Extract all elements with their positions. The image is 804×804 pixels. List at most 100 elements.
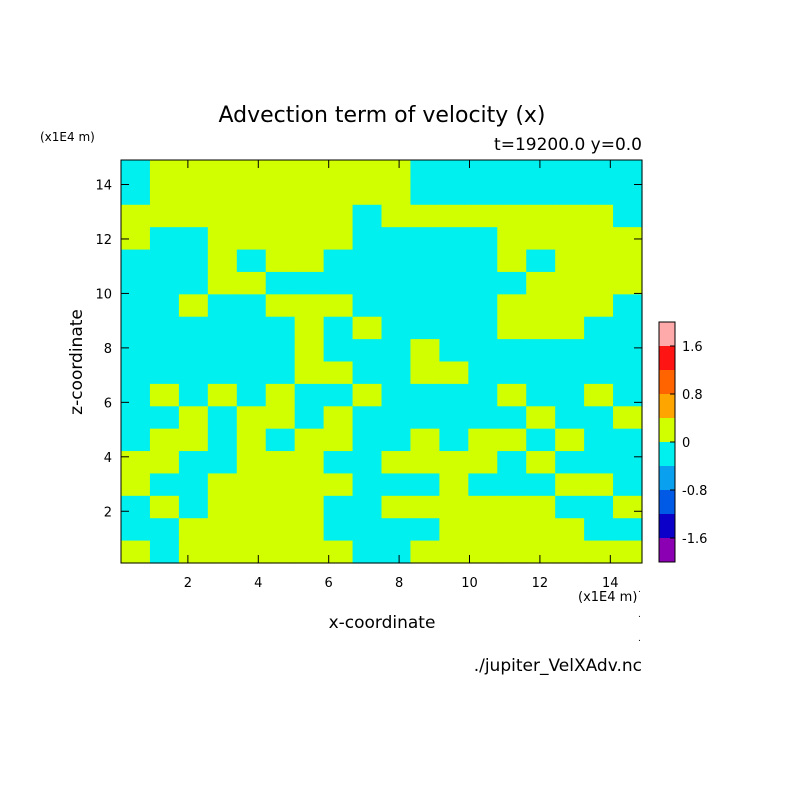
heatmap-cell xyxy=(497,451,527,475)
heatmap-cell xyxy=(410,406,440,430)
heatmap-cell xyxy=(121,406,151,430)
colorbar-segment xyxy=(659,370,675,394)
heatmap-cell xyxy=(468,540,498,564)
heatmap-cell xyxy=(207,451,238,475)
colorbar-tick-label: 0.8 xyxy=(682,388,703,403)
heatmap-cell xyxy=(584,383,614,407)
heatmap-cell xyxy=(555,316,585,340)
heatmap-cell xyxy=(323,361,354,385)
heatmap-cell xyxy=(381,428,412,452)
heatmap-cell xyxy=(352,271,383,295)
y-tick-label: 6 xyxy=(104,396,112,411)
heatmap-cell xyxy=(352,451,383,475)
heatmap-cell xyxy=(149,339,180,363)
heatmap-cell xyxy=(236,339,267,363)
heatmap-cell xyxy=(381,495,412,519)
heatmap-cell xyxy=(439,495,469,519)
heatmap-cell xyxy=(294,406,325,430)
y-tick-label: 12 xyxy=(95,233,112,248)
heatmap-cell xyxy=(613,160,643,183)
heatmap-cell xyxy=(149,316,180,340)
heatmap-cell xyxy=(410,428,440,452)
heatmap-cell xyxy=(352,160,383,183)
heatmap-cell xyxy=(149,451,180,475)
heatmap-cell xyxy=(207,294,238,318)
heatmap-cell xyxy=(121,361,151,385)
heatmap-cell xyxy=(236,495,267,519)
heatmap-cell xyxy=(236,451,267,475)
heatmap-cell xyxy=(323,339,354,363)
heatmap-cell xyxy=(526,428,556,452)
heatmap-cell xyxy=(236,406,267,430)
heatmap-cell xyxy=(555,249,585,273)
heatmap-cell xyxy=(526,451,556,475)
heatmap-cell xyxy=(323,518,354,542)
heatmap-cell xyxy=(555,540,585,564)
heatmap-cell xyxy=(497,316,527,340)
heatmap-cell xyxy=(352,339,383,363)
heatmap-cell xyxy=(236,160,267,183)
heatmap-cell xyxy=(207,540,238,564)
heatmap-cell xyxy=(526,182,556,206)
heatmap-cell xyxy=(439,406,469,430)
heatmap-cell xyxy=(294,473,325,497)
heatmap-cell xyxy=(439,540,469,564)
heatmap-cell xyxy=(352,249,383,273)
heatmap-cell xyxy=(468,182,498,206)
colorbar-segment xyxy=(659,394,675,418)
heatmap-cell xyxy=(149,182,180,206)
colorbar-segment xyxy=(659,346,675,370)
heatmap-cell xyxy=(526,249,556,273)
heatmap-cell xyxy=(323,271,354,295)
heatmap-cell xyxy=(584,227,614,251)
heatmap-cell xyxy=(584,361,614,385)
heatmap-cell xyxy=(526,406,556,430)
heatmap-cell xyxy=(439,249,469,273)
heatmap-cell xyxy=(439,473,469,497)
heatmap-cell xyxy=(468,204,498,228)
heatmap-cell xyxy=(410,361,440,385)
heatmap-cell xyxy=(613,361,643,385)
heatmap-cell xyxy=(555,406,585,430)
heatmap-cell xyxy=(294,495,325,519)
chart-subtitle: t=19200.0 y=0.0 xyxy=(494,135,642,155)
heatmap-cell xyxy=(294,249,325,273)
heatmap-cell xyxy=(497,339,527,363)
heatmap-cell xyxy=(584,204,614,228)
heatmap-cell xyxy=(497,495,527,519)
heatmap-cell xyxy=(149,271,180,295)
heatmap-cell xyxy=(468,271,498,295)
heatmap-cell xyxy=(613,451,643,475)
heatmap-cell xyxy=(584,406,614,430)
heatmap-cell xyxy=(381,451,412,475)
heatmap-cell xyxy=(410,227,440,251)
heatmap-cell xyxy=(265,473,296,497)
x-tick-label: 6 xyxy=(325,576,333,591)
heatmap-cell xyxy=(555,294,585,318)
heatmap-cell xyxy=(352,361,383,385)
heatmap-cell xyxy=(526,294,556,318)
heatmap-cell xyxy=(468,160,498,183)
heatmap-cell xyxy=(497,294,527,318)
heatmap-cell xyxy=(555,204,585,228)
heatmap-cell xyxy=(381,540,412,564)
heatmap-cell xyxy=(584,473,614,497)
colorbar-segment xyxy=(659,418,675,442)
heatmap-cell xyxy=(236,271,267,295)
heatmap-cell xyxy=(178,495,209,519)
colorbar: -1.6 -0.8 0 0.8 1.6 xyxy=(658,321,707,563)
heatmap-cell xyxy=(468,383,498,407)
heatmap-cell xyxy=(497,540,527,564)
heatmap-cell xyxy=(410,540,440,564)
y-tick-label: 8 xyxy=(104,342,112,357)
heatmap-cell xyxy=(121,182,151,206)
heatmap-cell xyxy=(207,473,238,497)
heatmap-cell xyxy=(323,294,354,318)
heatmap-cell xyxy=(265,406,296,430)
heatmap-cell xyxy=(323,473,354,497)
heatmap-cell xyxy=(468,339,498,363)
heatmap-cell xyxy=(323,383,354,407)
heatmap-cell xyxy=(294,160,325,183)
heatmap-cell xyxy=(613,428,643,452)
dot-marker-1: . xyxy=(638,585,641,595)
